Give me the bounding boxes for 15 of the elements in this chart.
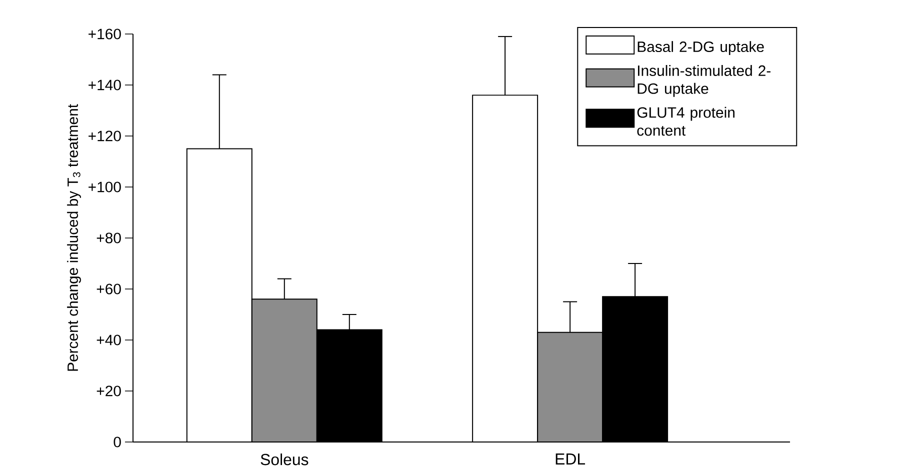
legend-label: Basal 2-DG uptake <box>638 41 764 56</box>
y-tick-label: +140 <box>88 80 121 90</box>
y-tick-label: +60 <box>96 284 121 294</box>
x-tick-label: EDL <box>556 454 586 464</box>
y-tick-label: +40 <box>96 334 121 346</box>
y-tick-label: +120 <box>88 130 121 142</box>
y-tick-label: +160 <box>88 28 121 40</box>
legend-label: Insulin-stimulated 2-DG uptake <box>638 64 770 97</box>
y-tick-label: 0 <box>114 436 121 448</box>
y-tick-label: +80 <box>96 232 121 244</box>
legend-label: GLUT4 protein content <box>637 106 734 136</box>
y-tick-label: +20 <box>96 386 121 396</box>
y-axis-title: Percent change induced by T$_{3}$ treatment <box>67 104 81 371</box>
x-tick-label: Soleus <box>260 454 308 466</box>
y-tick-label: +100 <box>88 182 121 192</box>
